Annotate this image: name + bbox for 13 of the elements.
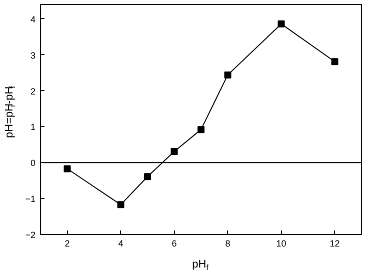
x-tick-label: 10 [276,238,286,248]
y-tick-label: −1 [25,194,36,204]
y-tick-label: 0 [30,158,36,168]
y-tick-label: 4 [30,14,36,24]
x-tick-label: 4 [118,238,124,248]
x-tick-label: 12 [330,238,340,248]
y-tick-label: 2 [30,86,36,96]
y-tick-label: −2 [25,230,36,240]
x-tick-label: 6 [172,238,177,248]
y-tick-label: 3 [30,50,36,60]
x-tick-label: 2 [64,238,70,248]
x-tick-label: 8 [225,238,230,248]
y-tick-label: 1 [30,122,36,132]
